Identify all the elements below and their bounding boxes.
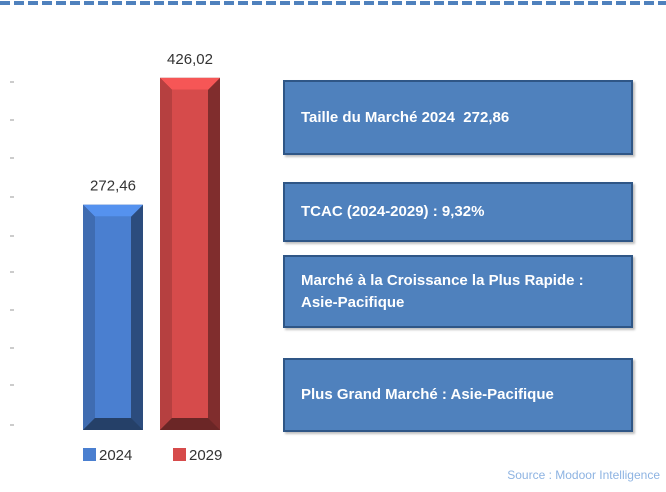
bar-bevel-top [83,204,143,217]
info-box: Plus Grand Marché : Asie-Pacifique [283,358,633,432]
bar-bevel-top [160,77,220,90]
info-box: Marché à la Croissance la Plus Rapide : … [283,255,633,328]
bar-face [172,89,208,419]
bar-bevel-left [160,77,172,431]
bar-bevel-left [83,204,95,430]
bar-bevel-bottom [83,418,143,430]
value-label: 272,46 [90,178,136,195]
bar-face [95,216,131,418]
info-box: TCAC (2024-2029) : 9,32% [283,182,633,242]
value-label: 426,02 [167,51,213,68]
legend-swatch [173,448,186,461]
legend-label: 2024 [99,447,132,464]
legend-swatch [83,448,96,461]
axis-ticks [10,81,14,426]
legend-label: 2029 [189,447,222,464]
info-box: Taille du Marché 2024 272,86 [283,80,633,155]
bar-bevel-bottom [160,418,220,430]
source: Source : Modoor Intelligence [507,468,660,482]
